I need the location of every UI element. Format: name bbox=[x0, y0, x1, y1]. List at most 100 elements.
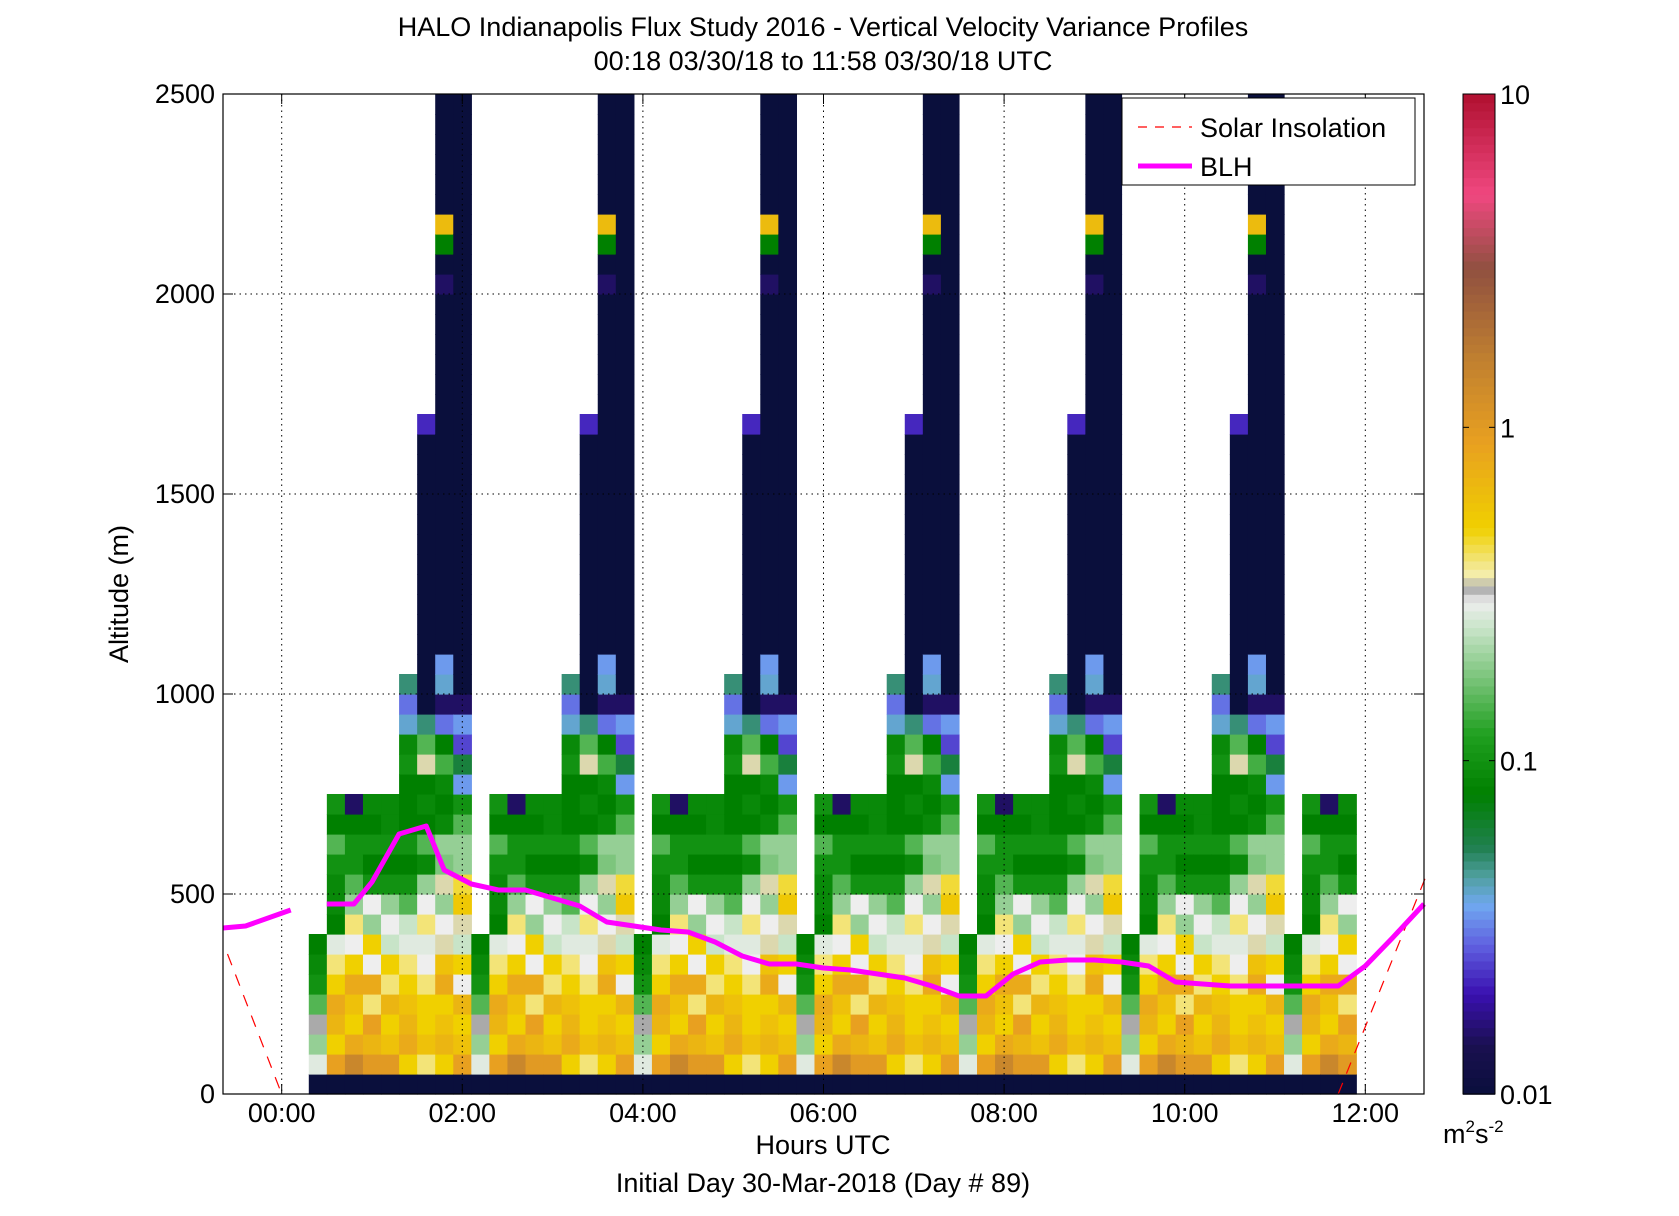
heatmap-cell bbox=[507, 1014, 527, 1035]
heatmap-cell bbox=[1103, 314, 1123, 335]
heatmap-cell bbox=[778, 774, 798, 795]
heatmap-cell bbox=[1103, 654, 1123, 675]
heatmap-cell bbox=[760, 714, 779, 735]
heatmap-cell bbox=[669, 854, 689, 875]
heatmap-cell bbox=[579, 514, 599, 535]
heatmap-cell bbox=[471, 974, 490, 995]
heatmap-cell bbox=[435, 954, 454, 975]
heatmap-cell bbox=[1175, 834, 1195, 855]
heatmap-cell bbox=[561, 974, 581, 995]
heatmap-cell bbox=[597, 814, 617, 835]
heatmap-cell bbox=[525, 1034, 545, 1055]
heatmap-cell bbox=[362, 954, 382, 975]
heatmap-cell bbox=[597, 334, 617, 355]
heatmap-cell bbox=[489, 934, 509, 955]
heatmap-cell bbox=[1031, 1034, 1050, 1055]
heatmap-cell bbox=[796, 934, 816, 955]
heatmap-cell bbox=[1103, 374, 1123, 395]
heatmap-cell bbox=[651, 894, 671, 915]
heatmap-cell bbox=[760, 694, 779, 715]
colorbar-band bbox=[1463, 185, 1495, 195]
heatmap-cell bbox=[1121, 1074, 1141, 1095]
heatmap-cell bbox=[669, 814, 689, 835]
heatmap-cell bbox=[1211, 1074, 1231, 1095]
colorbar-band bbox=[1463, 885, 1495, 895]
heatmap-cell bbox=[597, 1014, 617, 1035]
heatmap-cell bbox=[1013, 874, 1032, 895]
heatmap-cell bbox=[832, 934, 852, 955]
heatmap-cell bbox=[724, 714, 743, 735]
heatmap-cell bbox=[1247, 554, 1267, 575]
colorbar-band bbox=[1463, 502, 1495, 512]
y-axis-label: Altitude (m) bbox=[104, 525, 134, 663]
heatmap-cell bbox=[922, 94, 942, 115]
colorbar-unit-base: m bbox=[1443, 1119, 1466, 1149]
heatmap-cell bbox=[688, 914, 707, 935]
heatmap-cell bbox=[778, 514, 798, 535]
heatmap-cell bbox=[940, 954, 960, 975]
heatmap-cell bbox=[1229, 994, 1249, 1015]
heatmap-cell bbox=[1013, 1074, 1032, 1095]
heatmap-cell bbox=[1229, 674, 1249, 695]
heatmap-cell bbox=[579, 874, 599, 895]
heatmap-cell bbox=[1265, 894, 1285, 915]
heatmap-cell bbox=[832, 894, 852, 915]
heatmap-cell bbox=[651, 974, 671, 995]
heatmap-cell bbox=[1247, 274, 1267, 295]
colorbar-band bbox=[1463, 235, 1495, 245]
heatmap-cell bbox=[453, 934, 472, 955]
heatmap-cell bbox=[326, 954, 346, 975]
colorbar-band bbox=[1463, 652, 1495, 662]
heatmap-cell bbox=[435, 474, 454, 495]
heatmap-cell bbox=[615, 754, 635, 775]
heatmap-cell bbox=[958, 1074, 978, 1095]
heatmap-cell bbox=[615, 274, 635, 295]
heatmap-cell bbox=[1229, 914, 1249, 935]
heatmap-cell bbox=[435, 754, 454, 775]
heatmap-cell bbox=[688, 854, 707, 875]
heatmap-cell bbox=[922, 474, 942, 495]
heatmap-cell bbox=[1247, 454, 1267, 475]
heatmap-cell bbox=[1103, 354, 1123, 375]
heatmap-cell bbox=[615, 114, 635, 135]
heatmap-cell bbox=[904, 474, 924, 495]
colorbar-band bbox=[1463, 894, 1495, 904]
heatmap-cell bbox=[1284, 1014, 1303, 1035]
heatmap-cell bbox=[435, 634, 454, 655]
heatmap-cell bbox=[1103, 494, 1123, 515]
heatmap-cell bbox=[1085, 194, 1105, 215]
heatmap-cell bbox=[561, 694, 581, 715]
heatmap-cell bbox=[1247, 994, 1267, 1015]
heatmap-cell bbox=[615, 294, 635, 315]
heatmap-cell bbox=[760, 874, 779, 895]
colorbar-unit: m2s-2 bbox=[1443, 1117, 1504, 1149]
heatmap-cell bbox=[1049, 674, 1068, 695]
heatmap-cell bbox=[1302, 834, 1321, 855]
heatmap-cell bbox=[778, 734, 798, 755]
heatmap-cell bbox=[922, 454, 942, 475]
heatmap-cell bbox=[886, 994, 906, 1015]
heatmap-cell bbox=[1067, 834, 1086, 855]
heatmap-cell bbox=[778, 1074, 798, 1095]
heatmap-cell bbox=[1320, 814, 1339, 835]
heatmap-cell bbox=[399, 854, 418, 875]
heatmap-cell bbox=[1103, 254, 1123, 275]
heatmap-cell bbox=[1229, 934, 1249, 955]
heatmap-cell bbox=[832, 974, 852, 995]
heatmap-cell bbox=[778, 594, 798, 615]
heatmap-cell bbox=[742, 654, 761, 675]
heatmap-cell bbox=[1049, 774, 1068, 795]
heatmap-cell bbox=[1085, 1054, 1105, 1075]
heatmap-cell bbox=[742, 694, 761, 715]
colorbar-band bbox=[1463, 444, 1495, 454]
heatmap-cell bbox=[1211, 854, 1231, 875]
heatmap-cell bbox=[1302, 1014, 1321, 1035]
heatmap-cell bbox=[904, 734, 924, 755]
heatmap-cell bbox=[814, 814, 834, 835]
heatmap-cell bbox=[561, 754, 581, 775]
colorbar-band bbox=[1463, 969, 1495, 979]
heatmap-cell bbox=[435, 1054, 454, 1075]
heatmap-cell bbox=[561, 954, 581, 975]
heatmap-cell bbox=[778, 454, 798, 475]
heatmap-cell bbox=[453, 674, 472, 695]
